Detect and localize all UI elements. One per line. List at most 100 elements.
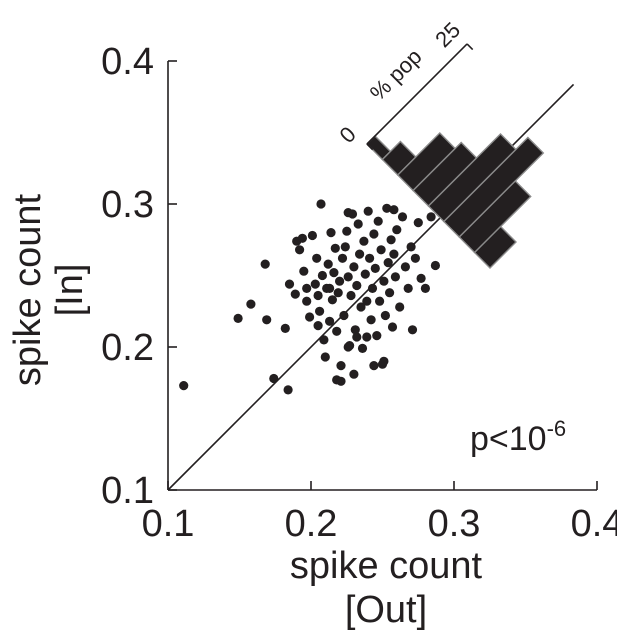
- x-tick-label: 0.4: [571, 503, 617, 545]
- data-point: [337, 253, 348, 263]
- data-point: [370, 263, 380, 273]
- data-point: [385, 288, 395, 298]
- data-point: [262, 315, 272, 325]
- data-point: [369, 361, 379, 371]
- data-point: [357, 343, 368, 353]
- data-point: [373, 216, 383, 226]
- data-point: [362, 296, 372, 306]
- data-point: [363, 206, 373, 216]
- data-point: [319, 335, 329, 345]
- histogram-axis: [366, 43, 468, 145]
- histogram-axis-label: % pop: [365, 44, 427, 106]
- data-point: [375, 296, 385, 306]
- data-point: [333, 288, 343, 298]
- axes: 0.1 0.2 0.3 0.4 0.1 0.2 0.3 0.4: [101, 41, 617, 545]
- y-tick-label: 0.3: [101, 184, 154, 226]
- data-point: [332, 326, 342, 336]
- data-point: [382, 203, 392, 213]
- data-point: [367, 283, 378, 293]
- data-point: [416, 273, 426, 283]
- data-point: [420, 283, 430, 293]
- data-point: [369, 229, 379, 239]
- data-point: [346, 290, 356, 301]
- data-point: [327, 295, 337, 305]
- data-point: [260, 259, 270, 269]
- data-point: [305, 312, 315, 322]
- data-point: [365, 253, 375, 263]
- x-tick-label: 0.3: [428, 503, 481, 545]
- y-tick-label: 0.2: [101, 327, 154, 369]
- data-point: [317, 270, 327, 281]
- data-point: [392, 225, 402, 235]
- data-point: [389, 249, 399, 259]
- histogram-tick-0: [366, 143, 374, 151]
- x-tick-label: 0.2: [285, 503, 338, 545]
- data-point: [310, 279, 320, 289]
- data-point: [342, 226, 352, 236]
- data-point: [325, 283, 335, 293]
- data-point: [336, 376, 346, 386]
- data-point: [313, 290, 323, 301]
- data-point: [323, 259, 333, 269]
- data-point: [349, 262, 359, 272]
- data-point: [302, 296, 312, 306]
- data-point: [316, 199, 326, 209]
- data-point: [413, 218, 423, 228]
- data-point: [320, 352, 330, 362]
- x-axis-label-line2: [Out]: [345, 589, 427, 631]
- histogram-bar: [458, 180, 532, 254]
- data-point: [356, 302, 366, 312]
- p-value-annotation: p<10-6: [470, 416, 566, 458]
- data-point: [380, 310, 390, 321]
- histogram: 0 25% pop: [335, 17, 545, 269]
- data-point: [326, 228, 336, 238]
- data-point: [343, 272, 353, 282]
- p-value-text: p<10: [470, 420, 547, 458]
- x-axis-label-line1: spike count: [290, 545, 483, 587]
- data-point: [410, 253, 420, 263]
- data-point: [315, 306, 325, 316]
- data-point: [389, 205, 399, 215]
- data-point: [390, 272, 400, 282]
- data-point: [330, 243, 340, 253]
- y-axis-label-line1: spike count: [7, 193, 49, 386]
- histogram-tick-label-max: 25: [430, 17, 465, 52]
- data-point: [329, 268, 339, 278]
- data-point: [295, 245, 305, 255]
- data-point: [269, 373, 279, 384]
- histogram-bar: [473, 225, 517, 269]
- data-point: [340, 242, 350, 252]
- data-point: [339, 310, 349, 321]
- data-point: [353, 219, 363, 229]
- data-point: [312, 253, 322, 263]
- data-point: [379, 356, 389, 366]
- data-point: [430, 260, 440, 271]
- data-point: [349, 369, 359, 379]
- data-point: [355, 249, 365, 259]
- data-point: [360, 269, 370, 279]
- data-point: [407, 325, 418, 335]
- data-point: [359, 236, 369, 246]
- data-point: [343, 342, 353, 352]
- y-axis-label-line2: [In]: [49, 264, 91, 317]
- data-point: [397, 212, 408, 222]
- data-point: [283, 385, 293, 395]
- data-point: [426, 212, 436, 222]
- data-point: [284, 279, 295, 289]
- data-point: [297, 233, 307, 243]
- data-point: [325, 316, 335, 326]
- x-tick-label: 0.1: [142, 503, 195, 545]
- data-point: [179, 381, 189, 391]
- data-point: [395, 302, 405, 312]
- data-point: [280, 323, 290, 333]
- data-point: [372, 331, 382, 341]
- data-point: [383, 258, 393, 268]
- histogram-tick-label-min: 0: [335, 122, 361, 148]
- data-point: [335, 276, 345, 286]
- data-point: [406, 242, 416, 252]
- data-point: [366, 315, 376, 325]
- data-point: [386, 235, 396, 245]
- data-point: [343, 208, 353, 218]
- data-point: [290, 289, 300, 299]
- data-point: [352, 332, 362, 342]
